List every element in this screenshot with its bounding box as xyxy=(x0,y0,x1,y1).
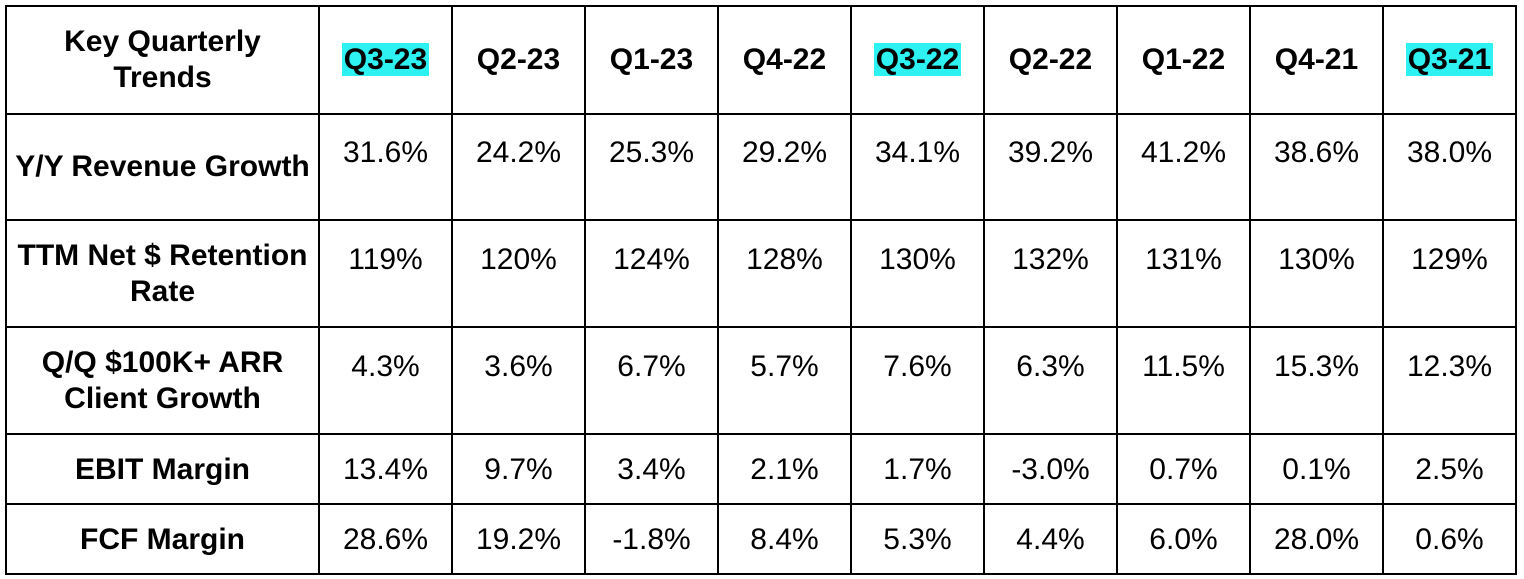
row-label-cell: TTM Net $ Retention Rate xyxy=(5,219,320,328)
value-cell: 5.3% xyxy=(850,503,985,575)
value-cell: 8.4% xyxy=(717,503,852,575)
value-cell: 39.2% xyxy=(983,113,1118,221)
column-header-label: Q2-22 xyxy=(1008,43,1093,76)
value-cell: 7.6% xyxy=(850,326,985,435)
value-cell: 6.3% xyxy=(983,326,1118,435)
table-row: EBIT Margin 13.4% 9.7% 3.4% 2.1% 1.7% -3… xyxy=(5,433,1517,505)
column-header-label: Q3-23 xyxy=(341,43,430,76)
value-cell: 131% xyxy=(1116,219,1251,328)
value-cell: 12.3% xyxy=(1382,326,1517,435)
value-cell: 28.6% xyxy=(318,503,453,575)
quarterly-trends-table-wrapper: Key Quarterly Trends Q3-23 Q2-23 Q1-23 Q… xyxy=(5,5,1517,575)
value-cell: 34.1% xyxy=(850,113,985,221)
value-cell: 128% xyxy=(717,219,852,328)
value-cell: 119% xyxy=(318,219,453,328)
value-cell: 38.0% xyxy=(1382,113,1517,221)
row-label-cell: Q/Q $100K+ ARR Client Growth xyxy=(5,326,320,435)
table-row: FCF Margin 28.6% 19.2% -1.8% 8.4% 5.3% 4… xyxy=(5,503,1517,575)
column-header-label: Q3-22 xyxy=(873,43,962,76)
column-header-cell: Q2-22 xyxy=(983,5,1118,115)
column-header-cell: Q4-21 xyxy=(1249,5,1384,115)
column-header-cell: Q3-22 xyxy=(850,5,985,115)
value-cell: 4.3% xyxy=(318,326,453,435)
value-cell: 9.7% xyxy=(451,433,586,505)
value-cell: 6.0% xyxy=(1116,503,1251,575)
value-cell: 31.6% xyxy=(318,113,453,221)
value-cell: 0.7% xyxy=(1116,433,1251,505)
value-cell: 6.7% xyxy=(584,326,719,435)
value-cell: 130% xyxy=(850,219,985,328)
table-header-row: Key Quarterly Trends Q3-23 Q2-23 Q1-23 Q… xyxy=(5,5,1517,115)
value-cell: 13.4% xyxy=(318,433,453,505)
column-header-label: Q3-21 xyxy=(1405,43,1494,76)
column-header-label: Q1-23 xyxy=(609,43,694,76)
value-cell: 29.2% xyxy=(717,113,852,221)
column-header-cell: Q4-22 xyxy=(717,5,852,115)
column-header-label: Q1-22 xyxy=(1141,43,1226,76)
value-cell: 129% xyxy=(1382,219,1517,328)
table-row: Q/Q $100K+ ARR Client Growth 4.3% 3.6% 6… xyxy=(5,326,1517,435)
value-cell: 15.3% xyxy=(1249,326,1384,435)
value-cell: 132% xyxy=(983,219,1118,328)
value-cell: 11.5% xyxy=(1116,326,1251,435)
corner-header-cell: Key Quarterly Trends xyxy=(5,5,320,115)
value-cell: 25.3% xyxy=(584,113,719,221)
quarterly-trends-table: Key Quarterly Trends Q3-23 Q2-23 Q1-23 Q… xyxy=(5,5,1517,575)
value-cell: -3.0% xyxy=(983,433,1118,505)
value-cell: 2.5% xyxy=(1382,433,1517,505)
value-cell: 124% xyxy=(584,219,719,328)
value-cell: 0.1% xyxy=(1249,433,1384,505)
row-label-cell: FCF Margin xyxy=(5,503,320,575)
row-label-cell: EBIT Margin xyxy=(5,433,320,505)
column-header-label: Q4-22 xyxy=(742,43,827,76)
table-row: Y/Y Revenue Growth 31.6% 24.2% 25.3% 29.… xyxy=(5,113,1517,221)
value-cell: 28.0% xyxy=(1249,503,1384,575)
value-cell: 24.2% xyxy=(451,113,586,221)
value-cell: 0.6% xyxy=(1382,503,1517,575)
table-row: TTM Net $ Retention Rate 119% 120% 124% … xyxy=(5,219,1517,328)
column-header-cell: Q1-22 xyxy=(1116,5,1251,115)
value-cell: 2.1% xyxy=(717,433,852,505)
value-cell: 19.2% xyxy=(451,503,586,575)
column-header-cell: Q1-23 xyxy=(584,5,719,115)
value-cell: 130% xyxy=(1249,219,1384,328)
value-cell: 4.4% xyxy=(983,503,1118,575)
row-label-cell: Y/Y Revenue Growth xyxy=(5,113,320,221)
value-cell: 1.7% xyxy=(850,433,985,505)
column-header-cell: Q3-23 xyxy=(318,5,453,115)
value-cell: -1.8% xyxy=(584,503,719,575)
column-header-cell: Q2-23 xyxy=(451,5,586,115)
value-cell: 38.6% xyxy=(1249,113,1384,221)
value-cell: 41.2% xyxy=(1116,113,1251,221)
column-header-label: Q2-23 xyxy=(476,43,561,76)
column-header-cell: Q3-21 xyxy=(1382,5,1517,115)
value-cell: 3.4% xyxy=(584,433,719,505)
value-cell: 3.6% xyxy=(451,326,586,435)
value-cell: 120% xyxy=(451,219,586,328)
value-cell: 5.7% xyxy=(717,326,852,435)
column-header-label: Q4-21 xyxy=(1274,43,1359,76)
